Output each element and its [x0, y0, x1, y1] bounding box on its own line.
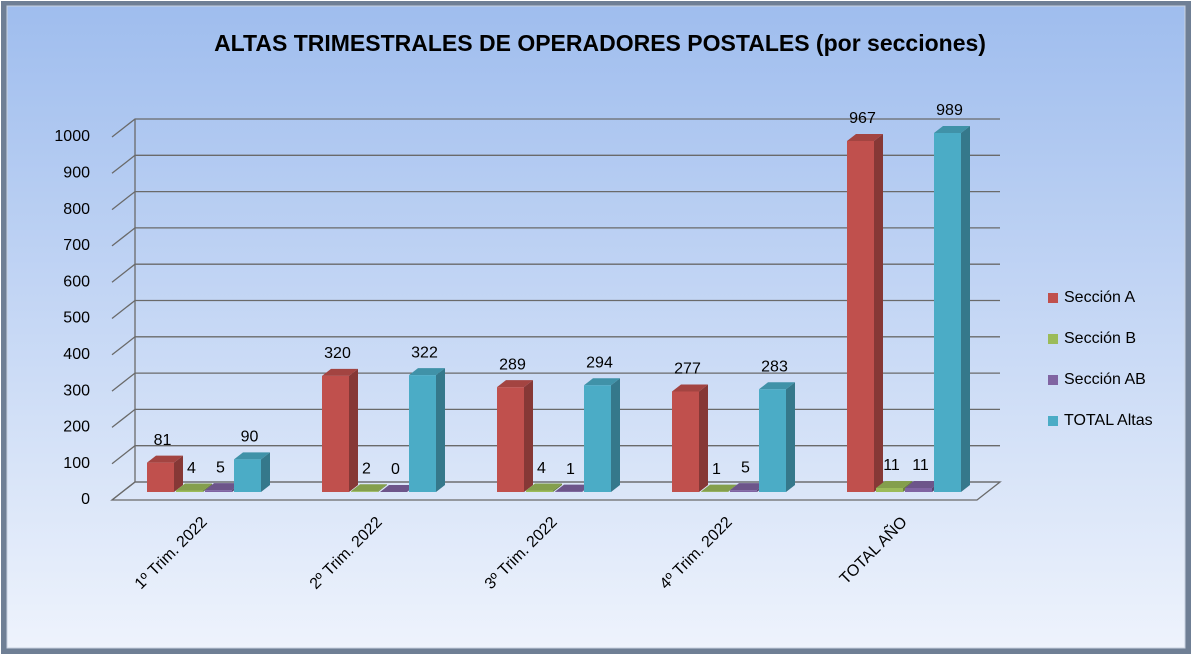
bar — [497, 380, 533, 492]
data-label: 1 — [566, 461, 575, 478]
data-label: 4 — [537, 460, 546, 477]
y-tick-label: 800 — [63, 201, 90, 218]
bar-face — [176, 491, 203, 492]
data-label: 5 — [741, 459, 750, 476]
data-label: 289 — [499, 356, 526, 373]
bar-face — [786, 382, 795, 492]
bar — [409, 368, 445, 492]
data-label: 967 — [849, 110, 876, 127]
y-tick-label: 200 — [63, 419, 90, 436]
bar — [147, 456, 183, 492]
y-tick-label: 700 — [63, 237, 90, 254]
legend-label: Sección A — [1064, 289, 1135, 306]
bar-face — [699, 384, 708, 492]
bar-face — [730, 490, 757, 492]
bar-face — [526, 491, 553, 492]
y-tick-label: 900 — [63, 165, 90, 182]
data-label: 989 — [936, 102, 963, 119]
data-label: 294 — [586, 354, 613, 371]
data-label: 5 — [216, 459, 225, 476]
y-tick-label: 500 — [63, 310, 90, 327]
bar-face — [351, 491, 378, 492]
legend-swatch — [1048, 416, 1058, 426]
y-tick-label: 0 — [81, 491, 90, 508]
bar-face — [672, 391, 699, 492]
data-label: 90 — [241, 429, 259, 446]
y-tick-label: 300 — [63, 382, 90, 399]
y-tick-label: 600 — [63, 273, 90, 290]
bar-face — [234, 459, 261, 492]
bar-face — [147, 463, 174, 492]
bar-face — [524, 380, 533, 492]
chart-title: ALTAS TRIMESTRALES DE OPERADORES POSTALE… — [214, 30, 986, 56]
bar-face — [759, 389, 786, 492]
bar-face — [876, 488, 903, 492]
legend-swatch — [1048, 334, 1058, 344]
bar — [847, 134, 883, 492]
bar-face — [205, 490, 232, 492]
bar-face — [905, 488, 932, 492]
data-label: 283 — [761, 358, 788, 375]
legend-swatch — [1048, 375, 1058, 385]
bar-face — [322, 376, 349, 492]
bar-face — [934, 133, 961, 492]
bar — [234, 452, 270, 492]
data-label: 4 — [187, 460, 196, 477]
bar — [759, 382, 795, 492]
y-tick-label: 400 — [63, 346, 90, 363]
data-label: 11 — [912, 457, 929, 474]
bar-face — [497, 387, 524, 492]
y-tick-label: 1000 — [54, 128, 90, 145]
legend-label: TOTAL Altas — [1064, 412, 1153, 429]
bar — [672, 384, 708, 492]
bar-face — [611, 378, 620, 492]
legend-swatch — [1048, 293, 1058, 303]
bar-face — [436, 368, 445, 492]
data-label: 322 — [411, 344, 438, 361]
data-label: 1 — [712, 461, 721, 478]
bar-face — [584, 385, 611, 492]
bar — [934, 126, 970, 492]
bar-face — [874, 134, 883, 492]
data-label: 320 — [324, 345, 351, 362]
data-label: 81 — [154, 432, 172, 449]
data-label: 277 — [674, 361, 701, 378]
data-label: 0 — [391, 461, 400, 478]
data-label: 2 — [362, 460, 371, 477]
y-tick-label: 100 — [63, 455, 90, 472]
bar — [584, 378, 620, 492]
data-label: 11 — [883, 457, 900, 474]
bar-face — [261, 452, 270, 492]
bar-face — [961, 126, 970, 492]
legend-label: Sección B — [1064, 330, 1136, 347]
bar-face — [409, 375, 436, 492]
bar-face — [847, 141, 874, 492]
legend-label: Sección AB — [1064, 371, 1146, 388]
bar — [322, 369, 358, 492]
bar-face — [349, 369, 358, 492]
